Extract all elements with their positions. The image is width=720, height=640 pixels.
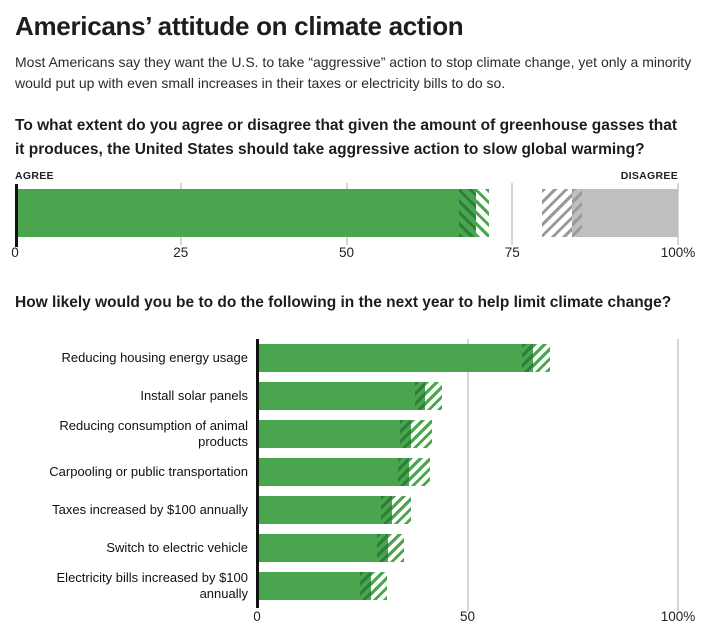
agree-disagree-plot [15,182,679,247]
bar-ci-outer [387,533,405,562]
bar-ci-inner [414,381,426,410]
tick-100: 100% [660,608,696,624]
bar-ci-inner [398,457,409,486]
bar-ci-outer [410,419,432,448]
disagree-label: DISAGREE [620,169,678,182]
agree-ci-inner [459,188,476,237]
bar-solid [257,419,411,448]
bar-ci-inner [522,343,533,372]
bar-solid [257,533,388,562]
bar-ci-outer [391,495,411,524]
disagree-ci-inner [571,188,582,237]
tick-25: 25 [173,244,189,260]
agree-label: AGREE [15,169,54,182]
bar-label: Install solar panels [140,388,248,404]
actions-axis: 0 50 100% [253,608,695,625]
category-labels: Reducing housing energy usage Install sol… [15,339,257,605]
bar-solid [257,495,392,524]
bar-ci-outer [532,343,550,372]
section-agree-disagree: To what extent do you agree or disagree … [11,114,705,261]
section-actions: How likely would you be to do the follow… [15,291,705,625]
agree-disagree-axis: 0 25 50 75 100% [11,244,695,261]
tick-0: 0 [253,608,261,624]
climate-infographic: Americans’ attitude on climate action Mo… [11,11,705,625]
side-labels: AGREE DISAGREE [15,170,678,182]
tick-50: 50 [338,244,355,260]
bar-label: Switch to electric vehicle [106,540,248,556]
bar-solid [257,381,426,410]
gridline-100 [677,338,679,611]
bar-ci-outer [370,571,388,600]
tick-50: 50 [459,608,476,624]
page-title: Americans’ attitude on climate action [15,11,464,41]
gridline-75 [511,182,514,245]
agree-disagree-chart: AGREE DISAGREE 0 25 50 75 100% [11,170,695,261]
disagree-ci-outer [542,188,572,237]
disagree-solid [581,188,678,237]
agree-solid [15,188,460,237]
question-agree-disagree: To what extent do you agree or disagree … [15,116,678,158]
bar-ci-outer [408,457,430,486]
gridline-50 [466,338,469,611]
bar-label: Taxes increased by $100 annually [52,502,248,518]
bar-ci-outer [425,381,443,410]
tick-0: 0 [11,244,19,260]
bar-ci-inner [381,495,392,524]
actions-plot [256,338,679,611]
bar-label: Carpooling or public transportation [49,464,248,480]
bar-label: Electricity bills increased by $100 annu… [56,570,248,601]
bar-ci-inner [360,571,371,600]
tick-75: 75 [504,244,520,260]
bar-solid [257,571,371,600]
question-actions: How likely would you be to do the follow… [15,293,672,311]
agree-ci-outer [475,188,490,237]
actions-chart: Reducing housing energy usage Install sol… [15,338,679,611]
zero-axis-line [15,183,18,247]
bar-ci-inner [400,419,411,448]
tick-100: 100% [660,244,696,260]
bar-solid [257,457,409,486]
bar-label: Reducing housing energy usage [61,350,248,366]
bar-label: Reducing consumption of animal products [59,418,248,449]
bar-ci-inner [376,533,388,562]
zero-axis-line [256,338,259,608]
gridline-100 [677,182,679,245]
page-subtitle: Most Americans say they want the U.S. to… [15,53,692,91]
bar-solid [257,343,533,372]
